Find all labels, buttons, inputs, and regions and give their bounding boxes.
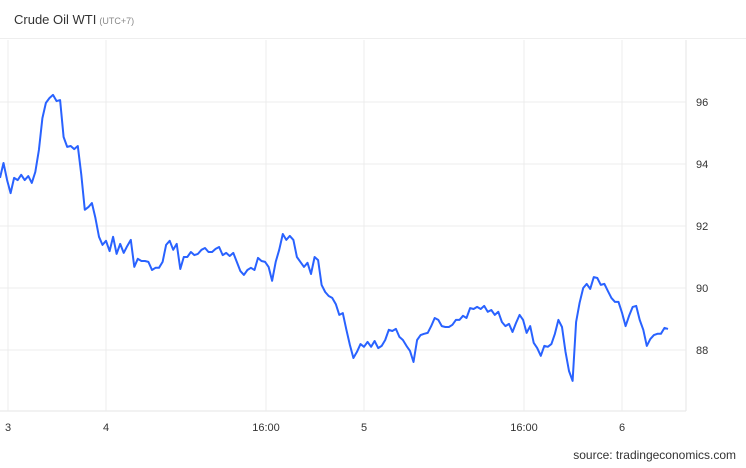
x-tick-label: 16:00	[510, 422, 538, 434]
x-tick-label: 16:00	[252, 422, 280, 434]
price-line	[0, 93, 669, 382]
y-tick-label: 92	[696, 221, 708, 233]
chart-title: Crude Oil WTI (UTC+7)	[14, 12, 134, 27]
y-tick-label: 88	[696, 345, 708, 357]
x-tick-label: 4	[103, 422, 109, 434]
x-tick-label: 3	[5, 422, 11, 434]
y-tick-label: 94	[696, 159, 708, 171]
y-tick-label: 90	[696, 283, 708, 295]
x-tick-label: 5	[361, 422, 367, 434]
timezone-label: (UTC+7)	[99, 16, 135, 26]
x-tick-label: 6	[619, 422, 625, 434]
title-text: Crude Oil WTI	[14, 12, 97, 27]
header-divider	[0, 38, 746, 39]
y-tick-label: 96	[696, 97, 708, 109]
source-label: source: tradingeconomics.com	[573, 448, 736, 462]
